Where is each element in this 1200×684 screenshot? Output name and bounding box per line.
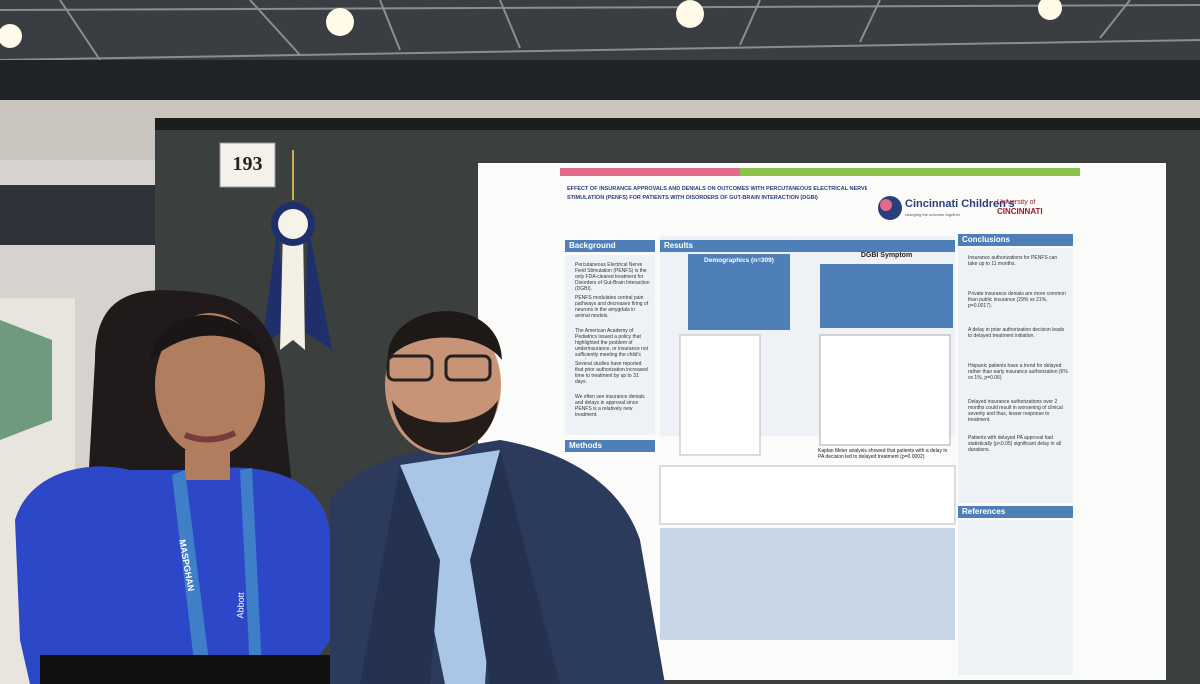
lanyard-text: Abbott (235, 592, 247, 619)
section-heading: Results (660, 240, 955, 252)
logo-tagline: changing the outcome together (905, 213, 961, 217)
bullet: PENFS modulates central pain pathways an… (575, 295, 649, 319)
results-text (659, 465, 956, 525)
bullet: A delay in prior authorization decision … (968, 327, 1065, 339)
poster-stripe (560, 168, 1080, 176)
demographics-table (688, 254, 790, 330)
flowchart (679, 334, 761, 456)
award-ribbon (262, 150, 332, 350)
bullet: We often see insurance denials and delay… (575, 394, 645, 418)
bullet: Percutaneous Electrical Nerve Field Stim… (575, 262, 650, 292)
ceiling (0, 0, 1200, 70)
bullet: Delayed insurance authorizations over 2 … (968, 399, 1063, 423)
bullet: Hispanic patients have a trend for delay… (968, 363, 1068, 381)
logo-text: CINCINNATI (997, 207, 1043, 216)
booth-card (219, 142, 276, 188)
poster-stripe (560, 168, 740, 176)
conclusions-panel (958, 248, 1073, 503)
bullet: Patients with delayed PA approval had st… (968, 435, 1061, 453)
background-panel (565, 255, 655, 435)
section-heading: Background (565, 240, 655, 252)
board-frame (155, 118, 1200, 130)
figure-note: Kaplan Meier analysis showed that patien… (818, 448, 948, 460)
neighbor-graphic (0, 320, 52, 440)
person-left (15, 290, 330, 684)
symptom-table (820, 264, 953, 328)
ceiling-truss (0, 0, 1200, 61)
references-panel (958, 520, 1073, 675)
poster-title: STIMULATION (PENFS) FOR PATIENTS WITH DI… (567, 195, 818, 201)
bullet: Private insurance denials are more commo… (968, 291, 1066, 309)
logo-mark (880, 199, 892, 211)
bullet: Insurance authorizations for PENFS can t… (968, 255, 1058, 267)
poster-title: EFFECT OF INSURANCE APPROVALS AND DENIAL… (567, 186, 867, 192)
ceiling-lights (0, 0, 1062, 48)
logo-text: Cincinnati Children's (905, 198, 1015, 210)
section-heading: Conclusions (958, 234, 1073, 246)
logo-text: University of (997, 199, 1036, 206)
bullet: The American Academy of Pediatrics issue… (575, 328, 649, 359)
person-right (330, 311, 665, 684)
km-plots (819, 334, 951, 446)
section-heading: Methods (565, 440, 655, 452)
outcome-table (660, 528, 955, 640)
table-title: DGBI Symptom (860, 252, 913, 259)
table-title: Demographics (n=309) (704, 257, 774, 264)
hall-ceiling (0, 185, 155, 245)
section-heading: References (958, 506, 1073, 518)
booth-number: 193 (232, 153, 263, 175)
bullet: Several studies have reported that prior… (575, 361, 648, 385)
